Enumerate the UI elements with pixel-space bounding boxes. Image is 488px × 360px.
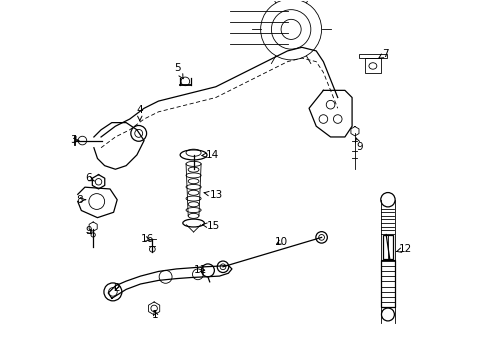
Text: 7: 7 [378, 49, 388, 59]
Text: 6: 6 [85, 173, 94, 183]
Text: 16: 16 [140, 234, 153, 244]
Text: 10: 10 [274, 237, 287, 247]
Text: 11: 11 [194, 265, 207, 275]
Text: 12: 12 [396, 244, 412, 254]
Bar [364, 58, 380, 73]
Text: 3: 3 [70, 135, 79, 145]
Bar [383, 234, 392, 259]
Bar [359, 54, 386, 58]
Text: 14: 14 [202, 150, 219, 160]
Bar [380, 260, 394, 307]
Text: 1: 1 [152, 310, 159, 320]
Text: 9: 9 [85, 226, 92, 236]
Text: 15: 15 [202, 221, 219, 231]
Text: 5: 5 [173, 63, 183, 79]
Text: 8: 8 [76, 195, 85, 205]
Text: 4: 4 [136, 105, 143, 121]
Text: 13: 13 [203, 190, 223, 200]
Text: 9: 9 [355, 138, 362, 152]
Text: 2: 2 [113, 283, 120, 293]
